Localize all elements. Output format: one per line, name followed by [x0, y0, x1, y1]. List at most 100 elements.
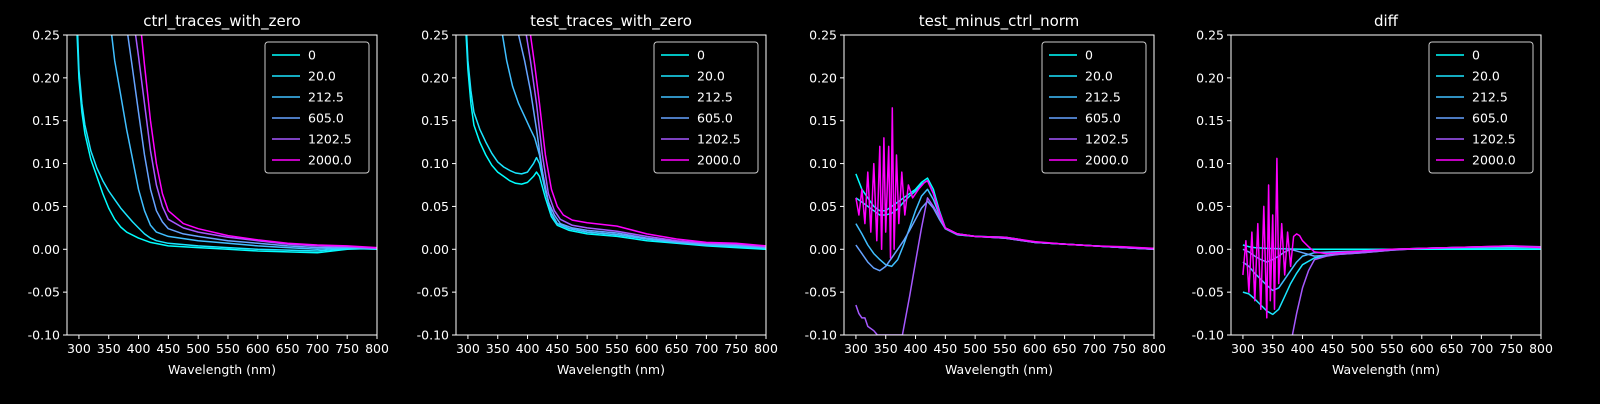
- legend: 0 20.0 212.5 605.0 1202.5 2000.0: [264, 41, 370, 174]
- x-tick-label: 650: [665, 341, 689, 356]
- x-tick-label: 450: [1320, 341, 1344, 356]
- chart-title: test_minus_ctrl_norm: [919, 12, 1080, 31]
- x-tick-label: 600: [246, 341, 270, 356]
- legend-label: 212.5: [308, 90, 344, 105]
- x-tick-label: 600: [1410, 341, 1434, 356]
- x-tick-label: 800: [754, 341, 778, 356]
- y-tick-label: 0.00: [809, 242, 837, 257]
- legend-label: 605.0: [1085, 111, 1121, 126]
- x-tick-label: 350: [1261, 341, 1285, 356]
- x-tick-label: 750: [1499, 341, 1523, 356]
- legend-label: 2000.0: [697, 153, 741, 168]
- legend-label: 20.0: [308, 69, 336, 84]
- series-line-605.0: [517, 35, 766, 249]
- x-tick-label: 800: [1529, 341, 1553, 356]
- x-tick-label: 550: [216, 341, 240, 356]
- legend-box: [1428, 41, 1534, 174]
- y-tick-label: 0.15: [421, 113, 449, 128]
- x-tick-label: 300: [67, 341, 91, 356]
- y-tick-label: 0.05: [1196, 199, 1224, 214]
- legend-label: 0: [1085, 48, 1093, 63]
- x-tick-label: 350: [97, 341, 121, 356]
- x-tick-label: 500: [1350, 341, 1374, 356]
- legend-label: 605.0: [308, 111, 344, 126]
- y-tick-label: 0.25: [1196, 28, 1224, 43]
- series-line-212.5: [501, 35, 766, 249]
- x-axis-label: Wavelength (nm): [557, 362, 665, 377]
- legend-label: 2000.0: [1085, 153, 1129, 168]
- series-line-20.0: [76, 35, 377, 252]
- x-axis-label: Wavelength (nm): [168, 362, 276, 377]
- x-tick-label: 550: [993, 341, 1017, 356]
- series-line-2000.0: [855, 107, 1154, 259]
- subplot-2: test_minus_ctrl_norm 300 350 400 450 500 550 60…: [805, 12, 1166, 377]
- x-tick-label: 700: [694, 341, 718, 356]
- x-tick-label: 650: [1053, 341, 1077, 356]
- legend-box: [1041, 41, 1147, 174]
- x-tick-label: 350: [874, 341, 898, 356]
- x-tick-label: 350: [486, 341, 510, 356]
- series-line-2000.0: [1242, 157, 1541, 319]
- axes-frame: [66, 34, 378, 336]
- y-tick-label: 0.15: [32, 113, 60, 128]
- axes-frame: [1230, 34, 1542, 336]
- x-tick-label: 550: [1380, 341, 1404, 356]
- y-tick-label: -0.10: [417, 328, 449, 343]
- legend: 0 20.0 212.5 605.0 1202.5 2000.0: [653, 41, 759, 174]
- x-tick-label: 500: [186, 341, 210, 356]
- y-tick-label: -0.05: [417, 285, 449, 300]
- x-tick-label: 450: [156, 341, 180, 356]
- legend-label: 0: [697, 48, 705, 63]
- legend-label: 1202.5: [308, 132, 352, 147]
- y-tick-label: 0.15: [809, 113, 837, 128]
- subplot-3: diff 300 350 400 450 500 550 600 650 700 750 800 -0.…: [1192, 12, 1553, 377]
- x-axis-label: Wavelength (nm): [945, 362, 1053, 377]
- axes-frame: [455, 34, 767, 336]
- axes-frame: [843, 34, 1155, 336]
- y-tick-label: 0.25: [421, 28, 449, 43]
- y-tick-label: 0.10: [809, 156, 837, 171]
- x-tick-label: 700: [1469, 341, 1493, 356]
- legend-label: 0: [1472, 48, 1480, 63]
- chart-title: diff: [1374, 12, 1399, 30]
- x-tick-label: 600: [635, 341, 659, 356]
- series-line-212.5: [110, 35, 377, 251]
- x-axis-label: Wavelength (nm): [1332, 362, 1440, 377]
- legend: 0 20.0 212.5 605.0 1202.5 2000.0: [1041, 41, 1147, 174]
- x-tick-label: 450: [545, 341, 569, 356]
- x-tick-label: 800: [1142, 341, 1166, 356]
- legend-label: 1202.5: [1472, 132, 1516, 147]
- legend-label: 605.0: [1472, 111, 1508, 126]
- y-tick-label: 0.25: [32, 28, 60, 43]
- legend: 0 20.0 212.5 605.0 1202.5 2000.0: [1428, 41, 1534, 174]
- y-tick-label: 0.20: [1196, 70, 1224, 85]
- series-group: [465, 35, 766, 251]
- y-tick-label: 0.20: [421, 70, 449, 85]
- y-tick-label: -0.05: [28, 285, 60, 300]
- y-tick-label: 0.15: [1196, 113, 1224, 128]
- y-tick-label: -0.05: [805, 285, 837, 300]
- y-tick-label: -0.10: [805, 328, 837, 343]
- y-tick-label: 0.10: [421, 156, 449, 171]
- series-group: [76, 35, 377, 254]
- x-tick-label: 400: [516, 341, 540, 356]
- x-tick-label: 300: [844, 341, 868, 356]
- x-tick-label: 700: [305, 341, 329, 356]
- y-tick-label: 0.00: [421, 242, 449, 257]
- y-tick-label: 0.05: [809, 199, 837, 214]
- legend-label: 605.0: [697, 111, 733, 126]
- y-tick-label: 0.05: [32, 199, 60, 214]
- y-tick-label: -0.10: [1192, 328, 1224, 343]
- y-tick-label: 0.10: [32, 156, 60, 171]
- legend-label: 2000.0: [1472, 153, 1516, 168]
- x-tick-label: 500: [575, 341, 599, 356]
- x-tick-label: 600: [1023, 341, 1047, 356]
- x-tick-label: 300: [1231, 341, 1255, 356]
- x-tick-label: 550: [605, 341, 629, 356]
- series-line-1202.5: [134, 35, 377, 250]
- x-tick-label: 400: [127, 341, 151, 356]
- chart-title: test_traces_with_zero: [530, 12, 692, 31]
- legend-label: 20.0: [1472, 69, 1500, 84]
